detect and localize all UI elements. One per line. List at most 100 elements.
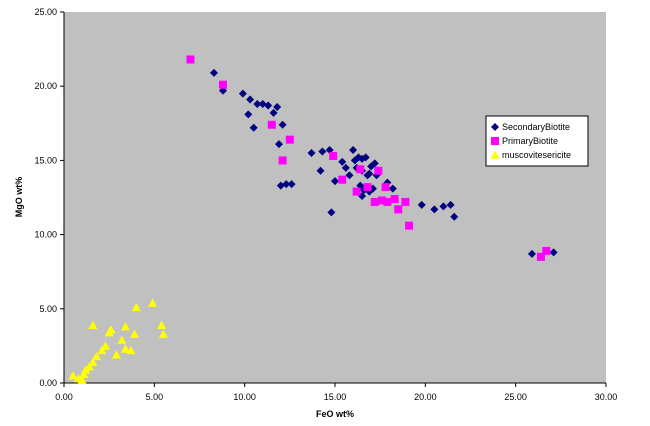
triangle-point — [97, 345, 107, 355]
square-point — [390, 194, 399, 203]
diamond-point — [246, 95, 255, 104]
diamond-point — [253, 100, 262, 109]
x-tick-label: 10.00 — [233, 392, 256, 402]
triangle-point — [77, 375, 87, 384]
square-point — [329, 151, 338, 160]
square-point — [383, 197, 392, 206]
square-point — [377, 196, 386, 205]
triangle-point — [120, 322, 130, 331]
x-tick-label: 15.00 — [324, 392, 347, 402]
triangle-point — [148, 298, 158, 307]
legend-box — [485, 115, 589, 167]
y-tick-label: 10.00 — [34, 230, 57, 240]
diamond-point — [345, 171, 354, 180]
diamond-point — [549, 248, 558, 257]
legend-marker-triangle — [490, 150, 500, 159]
diamond-point — [287, 180, 296, 189]
diamond-point — [327, 208, 336, 217]
diamond-point — [264, 101, 273, 110]
square-point — [285, 135, 294, 144]
diamond-point — [282, 180, 291, 189]
diamond-point — [446, 200, 455, 209]
diamond-point — [430, 205, 439, 214]
y-tick-label: 25.00 — [34, 7, 57, 17]
diamond-point — [361, 153, 370, 162]
diamond-point — [450, 212, 459, 221]
triangle-point — [126, 345, 136, 355]
diamond-point — [316, 166, 325, 175]
diamond-point — [318, 147, 327, 156]
x-tick-label: 25.00 — [504, 392, 527, 402]
triangle-point — [101, 341, 111, 350]
square-point — [536, 252, 545, 261]
triangle-point — [88, 320, 98, 329]
series-muscovitesericite — [68, 298, 168, 384]
diamond-point — [274, 140, 283, 149]
diamond-point — [273, 102, 282, 111]
triangle-point — [79, 369, 89, 378]
diamond-point — [278, 120, 287, 129]
diamond-point — [439, 202, 448, 211]
diamond-point — [244, 110, 253, 119]
square-point — [278, 156, 287, 165]
diamond-point — [341, 163, 350, 172]
diamond-point — [238, 89, 247, 98]
series-SecondaryBiotite — [209, 68, 558, 258]
legend-label: SecondaryBiotite — [502, 122, 570, 132]
square-point — [352, 187, 361, 196]
x-tick-label: 20.00 — [414, 392, 437, 402]
triangle-point — [120, 344, 130, 353]
triangle-point — [106, 325, 116, 334]
diamond-point — [365, 169, 374, 178]
triangle-point — [84, 362, 94, 371]
legend-label: PrimaryBiotite — [502, 136, 558, 146]
triangle-point — [117, 335, 127, 344]
legend-label: muscovitesericite — [502, 150, 571, 160]
triangle-point — [88, 357, 98, 367]
square-point — [401, 197, 410, 206]
plot-area — [64, 12, 606, 383]
diamond-point — [307, 148, 316, 157]
y-axis-ticks: 0.00 5.00 10.00 15.00 20.00 25.00 — [34, 7, 64, 388]
square-point — [338, 175, 347, 184]
square-point — [218, 80, 227, 89]
triangle-point — [129, 329, 139, 338]
square-point — [267, 120, 276, 129]
data-points — [68, 55, 558, 384]
x-tick-label: 0.00 — [55, 392, 73, 402]
diamond-point — [338, 157, 347, 166]
y-axis-title: MgO wt% — [14, 177, 24, 218]
square-point — [356, 165, 365, 174]
square-point — [405, 221, 414, 230]
legend: SecondaryBiotite PrimaryBiotite muscovites… — [485, 115, 589, 167]
square-point — [542, 246, 551, 255]
square-point — [370, 197, 379, 206]
diamond-point — [249, 123, 258, 132]
x-axis-title: FeO wt% — [316, 409, 354, 419]
y-tick-label: 20.00 — [34, 81, 57, 91]
square-point — [186, 55, 195, 64]
x-tick-label: 30.00 — [595, 392, 618, 402]
diamond-point — [527, 249, 536, 258]
triangle-point — [158, 329, 168, 338]
triangle-point — [157, 320, 167, 329]
square-point — [394, 205, 403, 214]
triangle-point — [68, 371, 78, 380]
diamond-point — [370, 159, 379, 168]
diamond-point — [388, 184, 397, 193]
diamond-point — [417, 200, 426, 209]
triangle-point — [92, 351, 102, 361]
diamond-point — [209, 68, 218, 77]
diamond-point — [349, 146, 358, 155]
x-tick-label: 5.00 — [146, 392, 164, 402]
y-tick-label: 15.00 — [34, 155, 57, 165]
diamond-point — [331, 177, 339, 186]
square-point — [381, 183, 390, 192]
triangle-point — [111, 350, 121, 359]
legend-marker-square — [491, 137, 499, 145]
triangle-point — [131, 302, 141, 312]
series-PrimaryBiotite — [186, 55, 551, 261]
square-point — [363, 183, 372, 192]
y-tick-label: 0.00 — [39, 378, 57, 388]
